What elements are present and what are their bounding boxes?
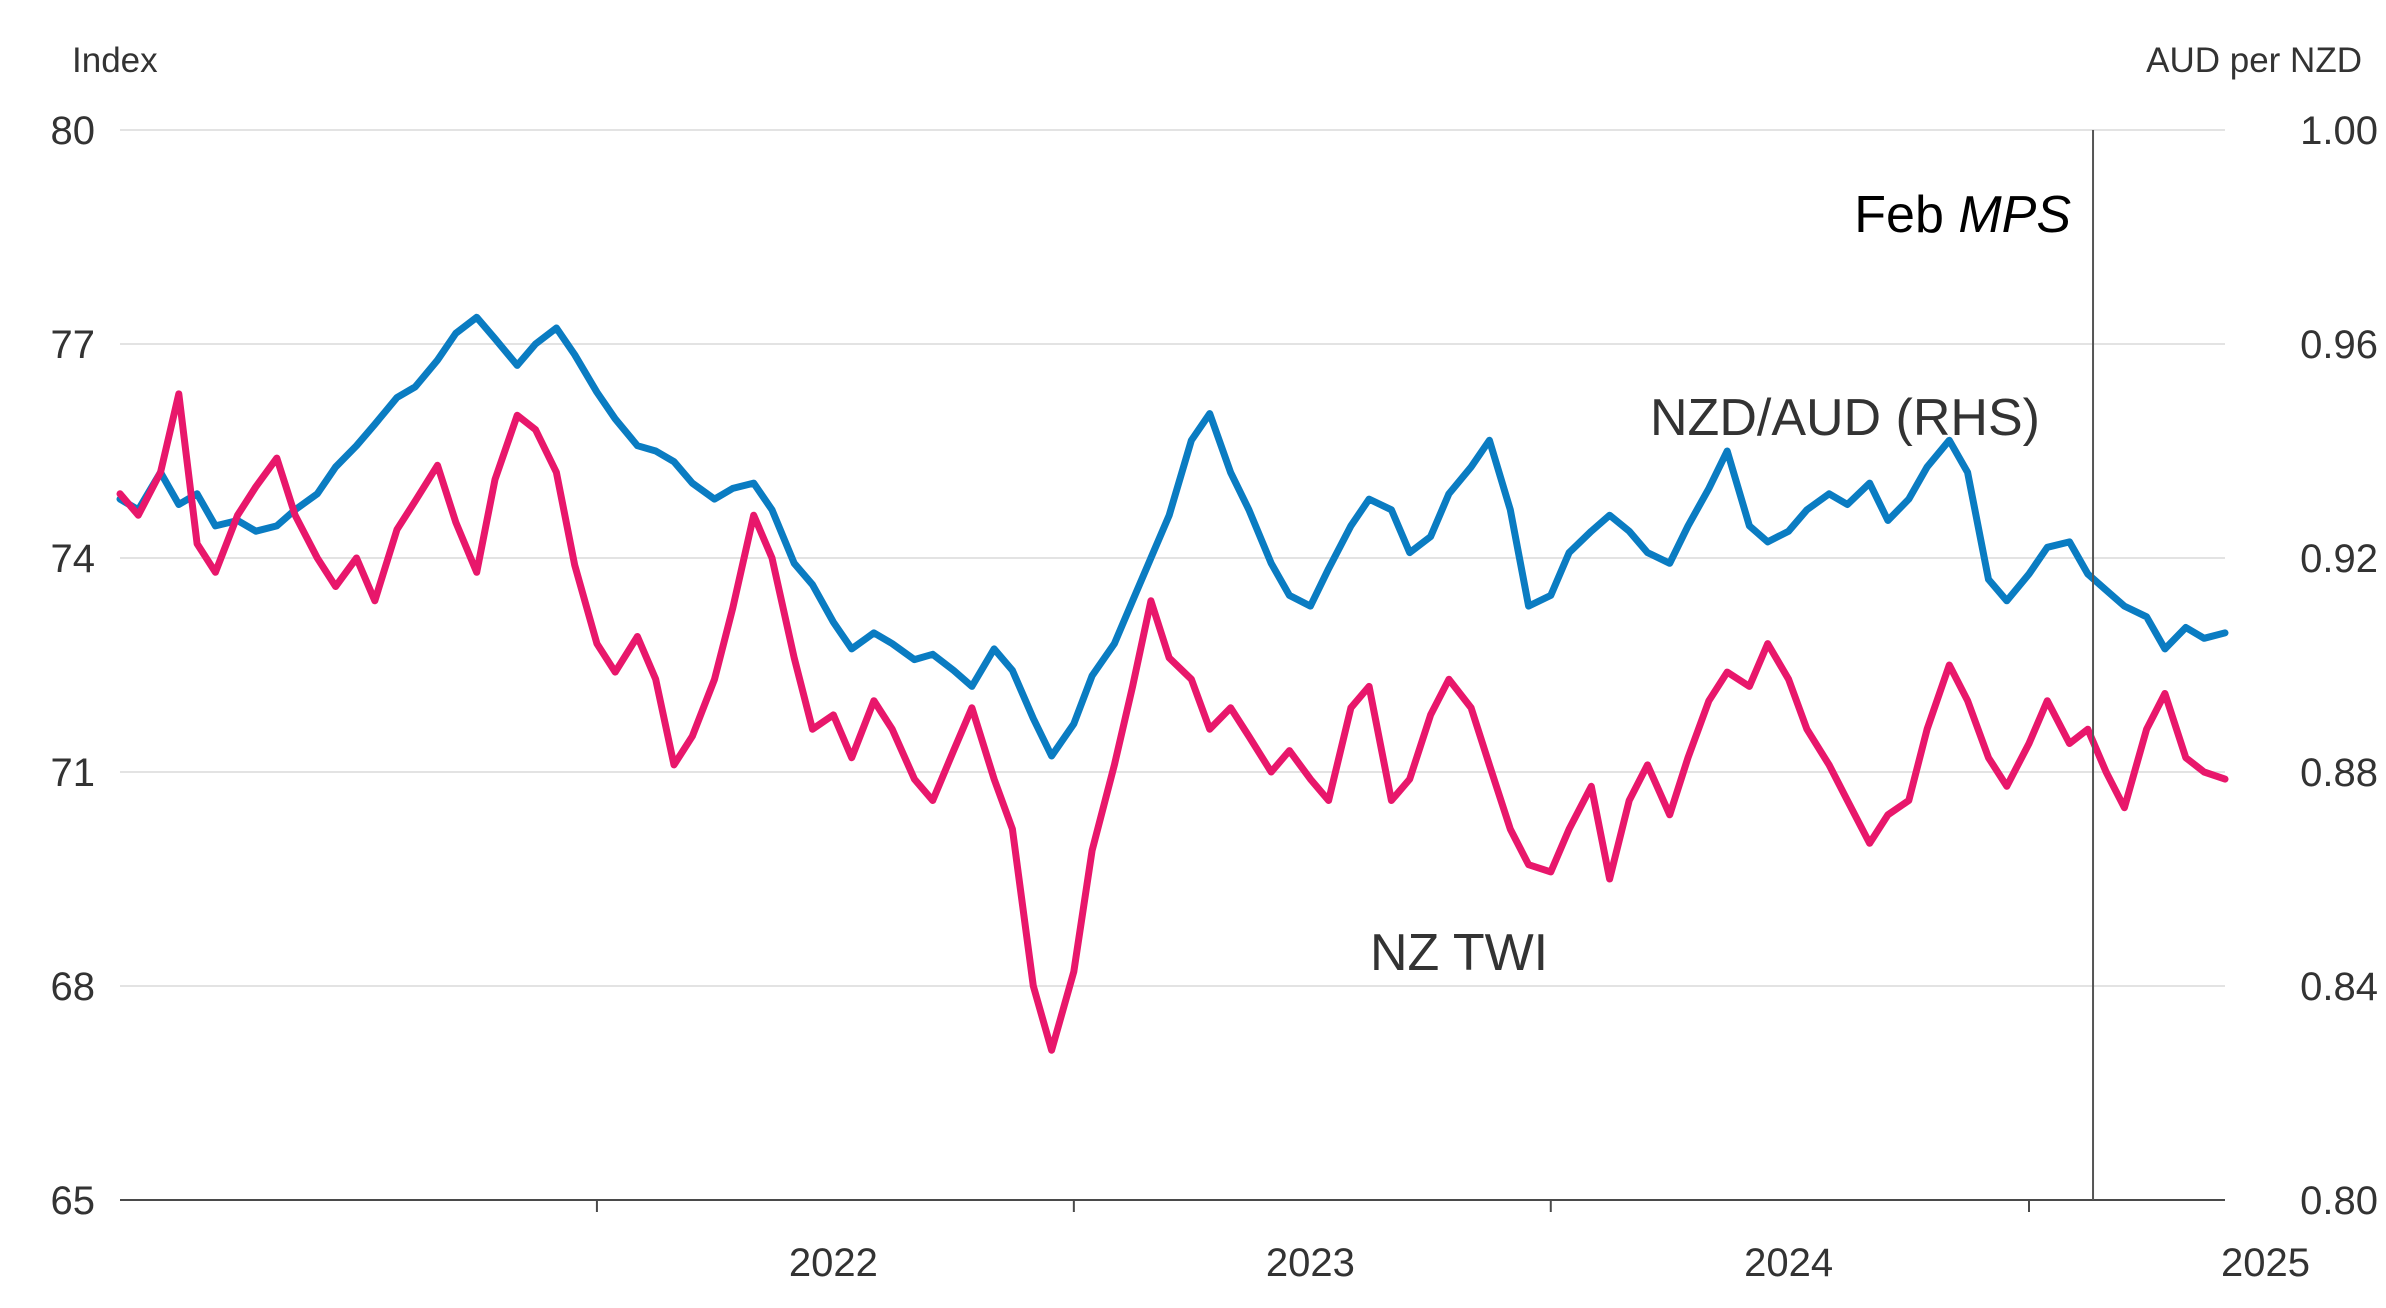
mps-annotation-label: Feb MPS xyxy=(1854,186,2071,244)
left-tick-label: 65 xyxy=(51,1179,96,1223)
x-tick-label: 2023 xyxy=(1266,1241,1355,1285)
right-tick-label: 0.88 xyxy=(2300,751,2378,795)
series-line xyxy=(116,390,2229,1054)
right-tick-label: 0.84 xyxy=(2300,965,2378,1009)
grid-lines xyxy=(120,129,2225,987)
left-tick-label: 68 xyxy=(51,965,96,1009)
right-tick-label: 0.96 xyxy=(2300,323,2378,367)
left-axis-ticks: 80 77 74 71 68 65 xyxy=(51,109,96,1223)
series-layer xyxy=(116,313,2229,1054)
left-axis-unit-label: Index xyxy=(72,41,158,80)
x-tick-label: 2024 xyxy=(1744,1241,1833,1285)
left-tick-label: 77 xyxy=(51,323,96,367)
left-tick-label: 74 xyxy=(51,537,96,581)
nz-twi-series-label: NZ TWI xyxy=(1370,924,1548,982)
series-line xyxy=(116,313,2229,760)
nzd-aud-series-label: NZD/AUD (RHS) xyxy=(1650,389,2040,447)
x-axis: 2022 2023 2024 2025 xyxy=(120,1199,2310,1285)
right-tick-label: 0.92 xyxy=(2300,537,2378,581)
right-axis-unit-label: AUD per NZD xyxy=(2146,41,2362,80)
x-tick-label: 2025 xyxy=(2221,1241,2310,1285)
left-tick-label: 71 xyxy=(51,751,96,795)
mps-annotation: Feb MPS xyxy=(1854,130,2095,1200)
right-tick-label: 0.80 xyxy=(2300,1179,2378,1223)
left-tick-label: 80 xyxy=(51,109,96,153)
right-axis-ticks: 1.00 0.96 0.92 0.88 0.84 0.80 xyxy=(2300,109,2378,1223)
x-tick-label: 2022 xyxy=(789,1241,878,1285)
right-tick-label: 1.00 xyxy=(2300,109,2378,153)
